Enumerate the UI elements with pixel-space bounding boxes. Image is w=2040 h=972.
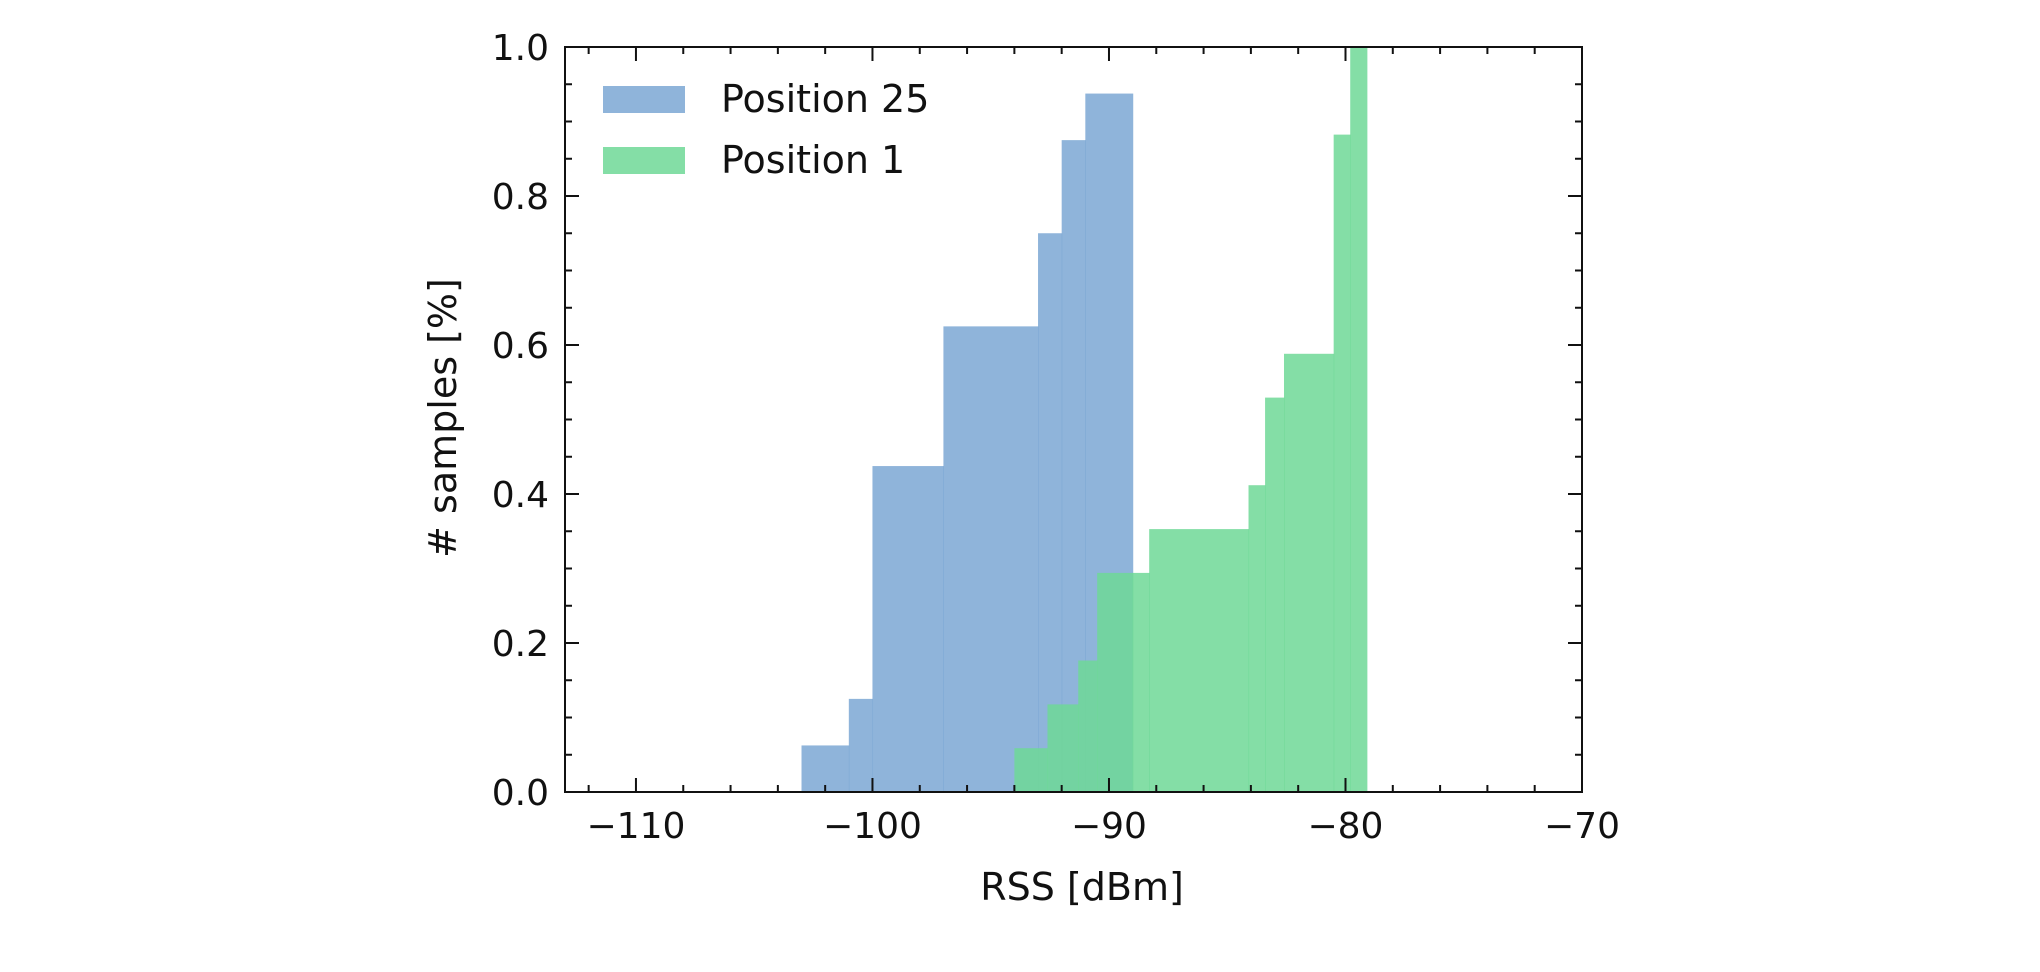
histogram-bin bbox=[943, 326, 1039, 792]
x-tick-label: −100 bbox=[823, 806, 922, 847]
histogram-bin bbox=[1333, 134, 1351, 792]
histogram-bin bbox=[1132, 572, 1150, 792]
series-2 bbox=[1014, 47, 1368, 792]
histogram-bin bbox=[1014, 748, 1049, 792]
histogram-bin bbox=[1097, 572, 1134, 792]
y-axis-label: # samples [%] bbox=[421, 278, 465, 558]
plot-area bbox=[564, 46, 1583, 793]
x-tick-label: −70 bbox=[1544, 806, 1620, 847]
x-axis-label: RSS [dBm] bbox=[980, 865, 1184, 909]
legend-swatch bbox=[603, 86, 685, 113]
series-layer bbox=[801, 47, 1368, 792]
histogram-bin bbox=[1047, 704, 1079, 792]
histogram-bin bbox=[1248, 485, 1266, 792]
y-tick-label: 0.0 bbox=[492, 773, 549, 814]
x-tick-label: −80 bbox=[1307, 806, 1383, 847]
legend-label: Position 1 bbox=[721, 138, 905, 182]
histogram-bin bbox=[872, 466, 945, 792]
y-tick-label: 0.8 bbox=[492, 177, 549, 218]
histogram-bin bbox=[1283, 353, 1335, 792]
histogram-bin bbox=[1078, 660, 1098, 792]
x-tick-label: −110 bbox=[587, 806, 686, 847]
histogram-bin bbox=[1038, 233, 1063, 792]
legend-label: Position 25 bbox=[721, 77, 929, 121]
plot-frame bbox=[564, 46, 1583, 793]
histogram-bin bbox=[1350, 47, 1368, 792]
tick-labels: −110 −100 −90 −80 −70 0.0 0.2 0.4 0.6 0.8 1.0 bbox=[492, 28, 1620, 847]
histogram-bin bbox=[848, 698, 874, 792]
y-tick-label: 0.4 bbox=[492, 475, 549, 516]
histogram-bin bbox=[801, 745, 850, 792]
histogram-bin bbox=[1265, 397, 1285, 792]
histogram-bin bbox=[1149, 529, 1250, 792]
legend: Position 25 Position 1 bbox=[603, 77, 929, 182]
y-tick-label: 0.2 bbox=[492, 624, 549, 665]
legend-swatch bbox=[603, 147, 685, 174]
x-tick-label: −90 bbox=[1071, 806, 1147, 847]
y-tick-label: 1.0 bbox=[492, 28, 549, 69]
y-tick-label: 0.6 bbox=[492, 326, 549, 367]
